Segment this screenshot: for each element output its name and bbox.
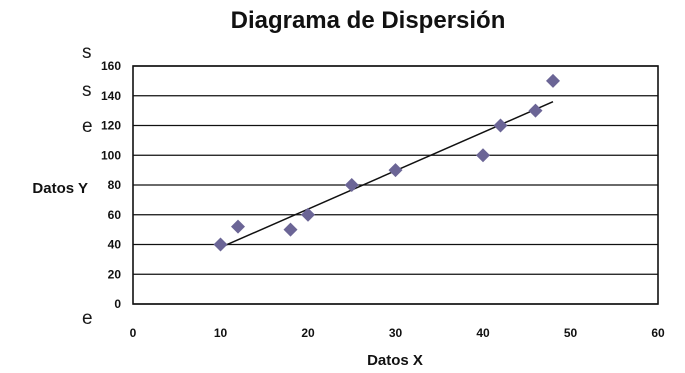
x-tick-label: 0 (130, 326, 137, 340)
data-point (344, 178, 359, 192)
x-tick-label: 10 (214, 326, 228, 340)
y-tick-label: 0 (114, 297, 121, 311)
x-tick-label: 30 (389, 326, 403, 340)
x-tick-label: 60 (651, 326, 665, 340)
chart-title: Diagrama de Dispersión (231, 7, 506, 34)
plot-frame (132, 65, 659, 305)
data-point (283, 222, 298, 237)
y-tick-label: 120 (101, 119, 121, 133)
data-point (213, 237, 228, 252)
data-point (476, 148, 490, 163)
cropped-text-fragment: s (82, 42, 92, 63)
x-axis-label: Datos X (367, 352, 423, 369)
y-axis-label: Datos Y (32, 180, 88, 197)
data-point (301, 207, 315, 222)
data-point (231, 219, 245, 234)
y-tick-label: 80 (108, 178, 122, 192)
cropped-text-fragment: e (82, 308, 93, 329)
y-tick-label: 60 (108, 208, 122, 222)
y-tick-label: 140 (101, 89, 121, 103)
x-tick-label: 40 (476, 326, 490, 340)
data-point (528, 103, 543, 118)
y-tick-label: 100 (101, 148, 121, 162)
x-tick-label: 50 (564, 326, 578, 340)
data-point (493, 118, 508, 133)
data-point (388, 163, 403, 178)
y-tick-label: 20 (108, 267, 122, 281)
cropped-text-fragment: e (82, 116, 93, 137)
cropped-text-fragment: s (82, 80, 92, 101)
y-tick-label: 40 (108, 238, 122, 252)
y-tick-label: 160 (101, 59, 121, 73)
x-tick-label: 20 (301, 326, 315, 340)
data-point (546, 73, 560, 88)
